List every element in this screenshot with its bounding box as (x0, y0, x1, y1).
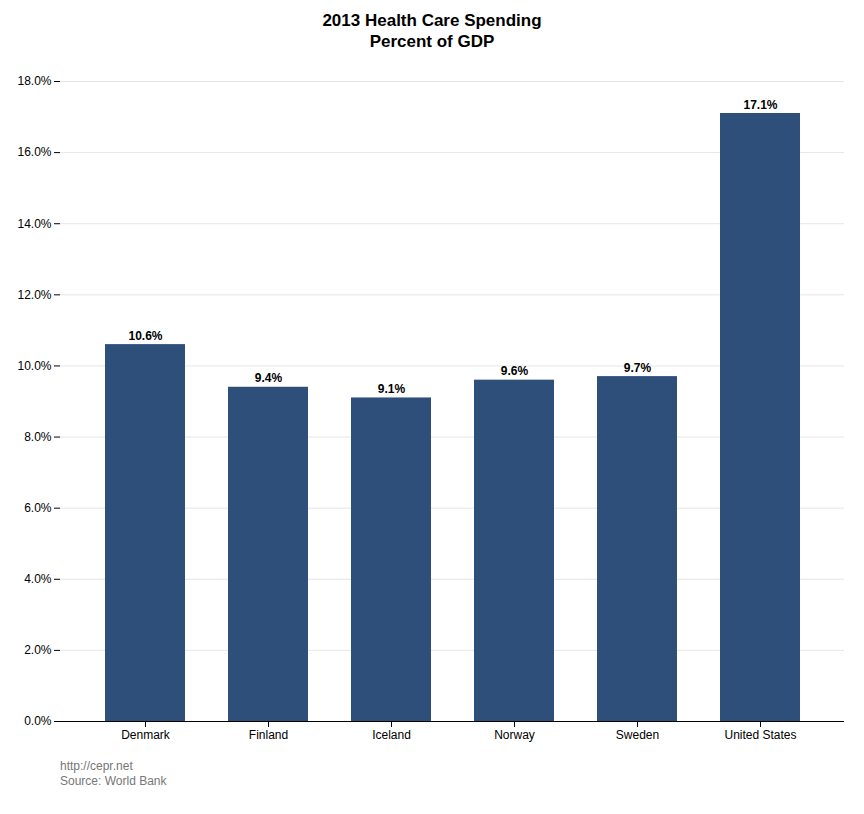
svg-text:14.0%: 14.0% (17, 216, 51, 230)
svg-text:9.6%: 9.6% (501, 364, 529, 378)
svg-text:9.7%: 9.7% (624, 360, 652, 374)
svg-text:6.0%: 6.0% (24, 501, 52, 515)
svg-text:2.0%: 2.0% (24, 643, 52, 657)
svg-text:9.1%: 9.1% (378, 381, 406, 395)
svg-text:10.6%: 10.6% (128, 328, 162, 342)
html-text:2013 Health Care Spending Perc: 2013 Health Care Spending Percent of GDP (322, 11, 542, 52)
svg-text:16.0%: 16.0% (17, 145, 51, 159)
svg-text:Iceland: Iceland (372, 728, 411, 742)
svg-text:18.0%: 18.0% (17, 74, 51, 88)
svg-text:0.0%: 0.0% (24, 714, 52, 728)
svg-text:17.1%: 17.1% (743, 97, 777, 111)
svg-text:Norway: Norway (494, 728, 535, 742)
svg-text:United States: United States (724, 728, 796, 742)
svg-text:Sweden: Sweden (616, 728, 659, 742)
svg-text:Denmark: Denmark (121, 728, 171, 742)
svg-text:8.0%: 8.0% (24, 429, 52, 443)
svg-text:4.0%: 4.0% (24, 572, 52, 586)
svg-text:12.0%: 12.0% (17, 287, 51, 301)
svg-text:9.4%: 9.4% (255, 371, 283, 385)
svg-text:10.0%: 10.0% (17, 358, 51, 372)
html-text:http://cepr.net Source: World: http://cepr.net Source: World Bank (60, 758, 167, 789)
svg-text:Finland: Finland (249, 728, 288, 742)
